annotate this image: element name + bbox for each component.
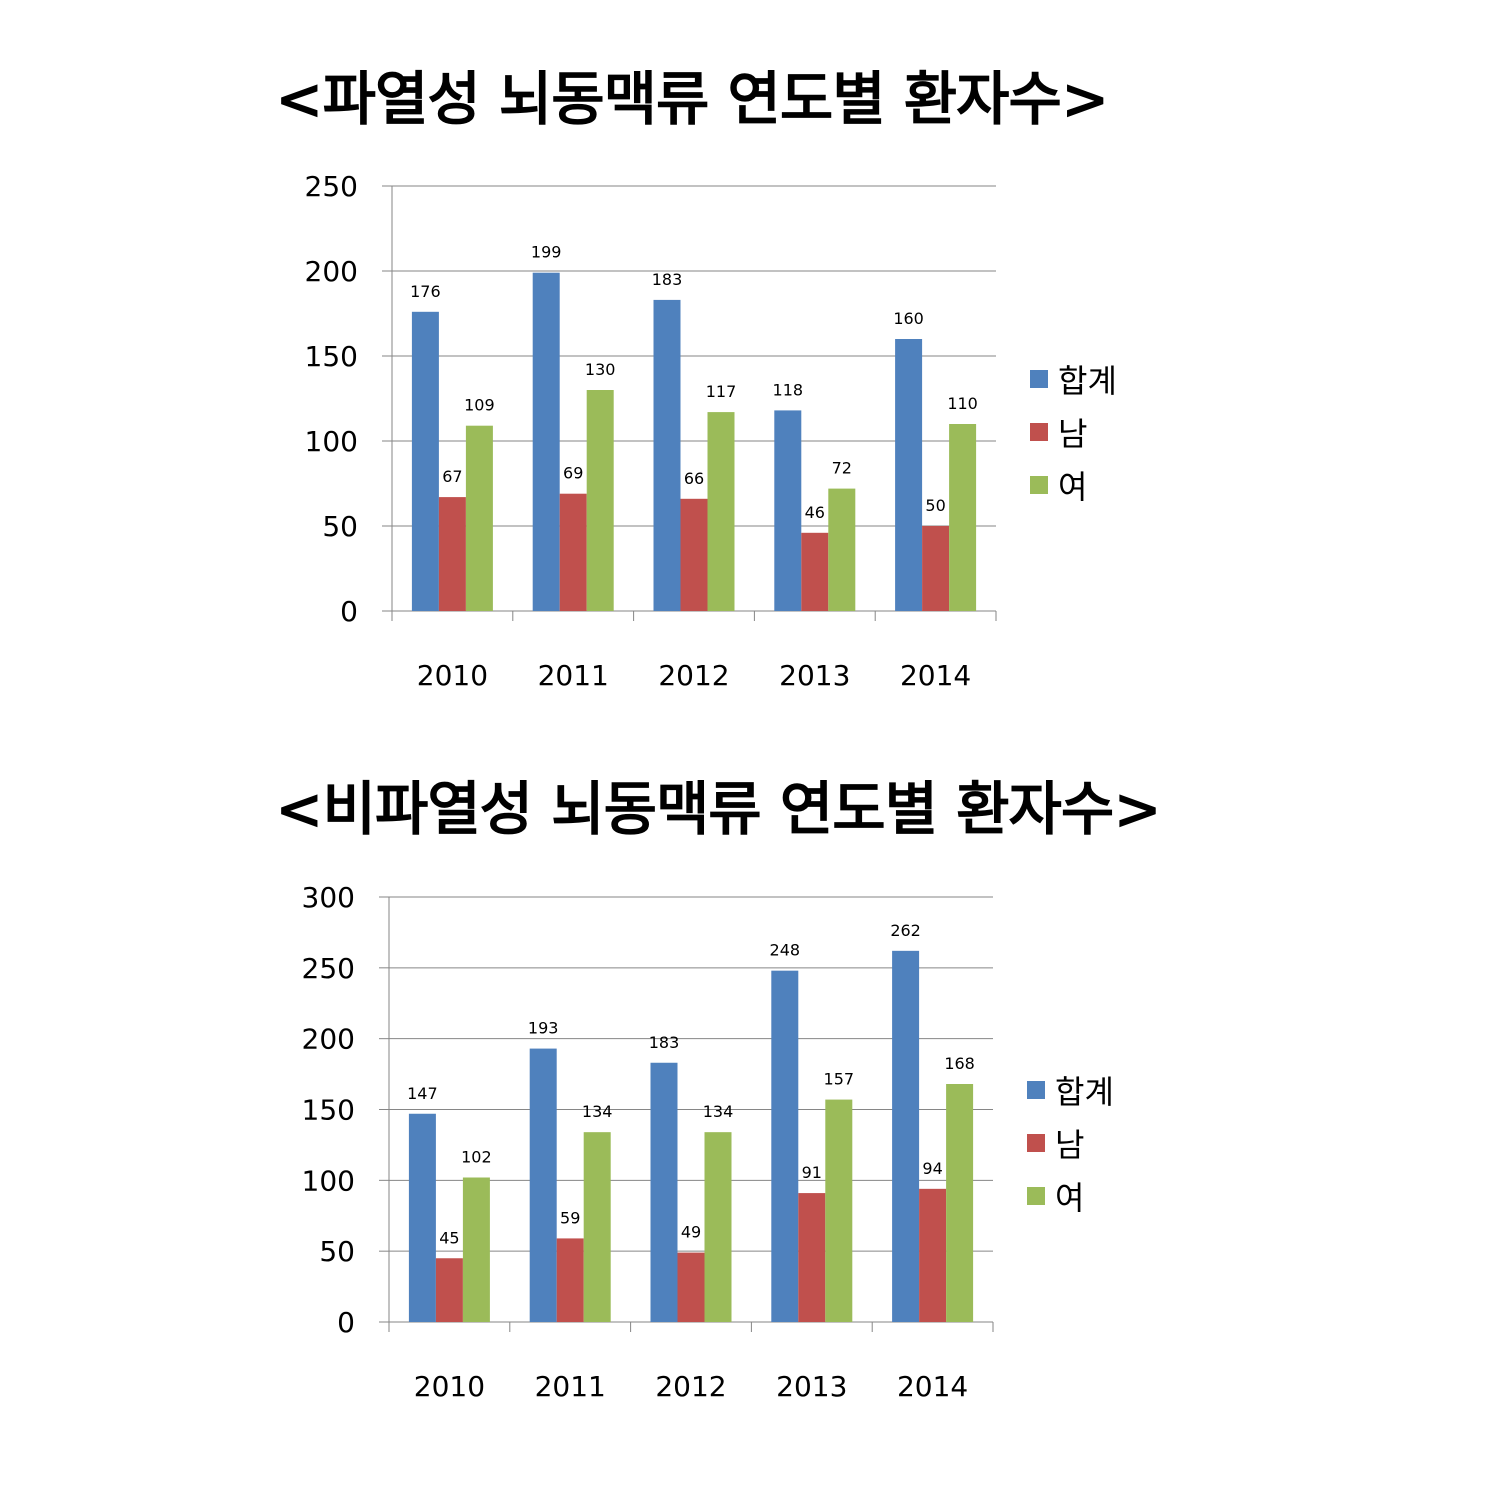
chart-ruptured: 0 50 100 150 200 250 2010 176 67 109 2011 199 69 130 2…: [305, 170, 1117, 692]
bar: [559, 493, 587, 611]
legend-label: 남: [1058, 415, 1087, 453]
data-label: 176: [410, 282, 441, 301]
x-tick-label: 2014: [900, 659, 971, 692]
bar: [704, 1132, 732, 1322]
bar: [825, 1099, 853, 1322]
legend-label: 여: [1058, 468, 1087, 506]
x-tick-label: 2012: [655, 1370, 726, 1403]
legend-label: 남: [1055, 1126, 1084, 1164]
data-label: 118: [773, 380, 804, 399]
bar: [556, 1238, 584, 1322]
data-label: 69: [563, 464, 583, 483]
x-tick-label: 2013: [776, 1370, 847, 1403]
data-label: 110: [947, 394, 978, 413]
data-label: 94: [922, 1159, 942, 1178]
bar: [895, 339, 923, 611]
legend-swatch: [1027, 1134, 1045, 1152]
data-label: 183: [649, 1033, 680, 1052]
bar: [798, 1193, 826, 1322]
legend-label: 합계: [1055, 1073, 1114, 1111]
data-label: 46: [805, 503, 825, 522]
bar: [653, 299, 681, 611]
bar: [774, 410, 802, 611]
data-label: 168: [944, 1054, 975, 1073]
bar: [586, 390, 614, 611]
data-label: 117: [706, 382, 737, 401]
x-tick-label: 2013: [779, 659, 850, 692]
bar: [828, 488, 856, 611]
bar: [529, 1048, 557, 1322]
x-tick-label: 2011: [538, 659, 609, 692]
bar: [892, 950, 920, 1322]
y-tick-label: 0: [337, 1306, 355, 1339]
data-label: 109: [464, 396, 495, 415]
y-tick-label: 50: [322, 510, 358, 543]
bar: [435, 1258, 463, 1322]
data-label: 72: [832, 459, 852, 478]
data-label: 130: [585, 360, 616, 379]
y-tick-label: 250: [302, 952, 355, 985]
bar: [650, 1062, 678, 1322]
y-tick-label: 200: [305, 255, 358, 288]
data-label: 134: [703, 1102, 734, 1121]
data-label: 183: [652, 270, 683, 289]
bar: [949, 424, 977, 611]
data-label: 45: [439, 1228, 459, 1247]
data-label: 157: [824, 1070, 855, 1089]
chart-unruptured: 0 50 100 150 200 250 300 2010 147 45 102 2011 193 59 1…: [302, 881, 1114, 1403]
x-tick-label: 2011: [535, 1370, 606, 1403]
x-tick-label: 2010: [414, 1370, 485, 1403]
bar: [680, 498, 708, 611]
bar: [801, 532, 829, 611]
data-label: 91: [802, 1163, 822, 1182]
x-tick-label: 2010: [417, 659, 488, 692]
bar: [677, 1252, 705, 1322]
legend-swatch: [1030, 476, 1048, 494]
y-tick-label: 100: [305, 425, 358, 458]
x-tick-label: 2014: [897, 1370, 968, 1403]
data-label: 50: [925, 496, 945, 515]
bar: [707, 412, 735, 611]
data-label: 67: [442, 467, 462, 486]
chart-title-ruptured: <파열성 뇌동맥류 연도별 환자수>: [275, 65, 1109, 133]
bar: [438, 497, 466, 611]
bar: [411, 311, 439, 611]
legend-label: 여: [1055, 1179, 1084, 1217]
data-label: 193: [528, 1019, 559, 1038]
bar: [465, 425, 493, 611]
bar: [919, 1188, 947, 1322]
legend-swatch: [1030, 423, 1048, 441]
data-label: 49: [681, 1223, 701, 1242]
y-tick-label: 100: [302, 1164, 355, 1197]
y-tick-label: 200: [302, 1023, 355, 1056]
bar: [408, 1113, 436, 1322]
data-label: 134: [582, 1102, 613, 1121]
bar: [532, 272, 560, 611]
legend-swatch: [1030, 370, 1048, 388]
bar: [922, 526, 950, 611]
chart-title-unruptured: <비파열성 뇌동맥류 연도별 환자수>: [275, 775, 1162, 843]
y-tick-label: 50: [319, 1235, 355, 1268]
data-label: 66: [684, 469, 704, 488]
legend-label: 합계: [1058, 362, 1117, 400]
bar: [462, 1177, 490, 1322]
data-label: 147: [407, 1084, 438, 1103]
data-label: 102: [461, 1148, 492, 1167]
bar: [771, 970, 799, 1322]
legend-swatch: [1027, 1081, 1045, 1099]
bar: [583, 1132, 611, 1322]
data-label: 248: [770, 941, 801, 960]
y-tick-label: 0: [340, 595, 358, 628]
y-tick-label: 150: [305, 340, 358, 373]
data-label: 160: [893, 309, 924, 328]
x-tick-label: 2012: [658, 659, 729, 692]
y-tick-label: 300: [302, 881, 355, 914]
data-label: 199: [531, 243, 562, 262]
legend-swatch: [1027, 1187, 1045, 1205]
y-tick-label: 250: [305, 170, 358, 203]
data-label: 59: [560, 1208, 580, 1227]
data-label: 262: [890, 921, 921, 940]
bar: [946, 1084, 974, 1322]
y-tick-label: 150: [302, 1094, 355, 1127]
